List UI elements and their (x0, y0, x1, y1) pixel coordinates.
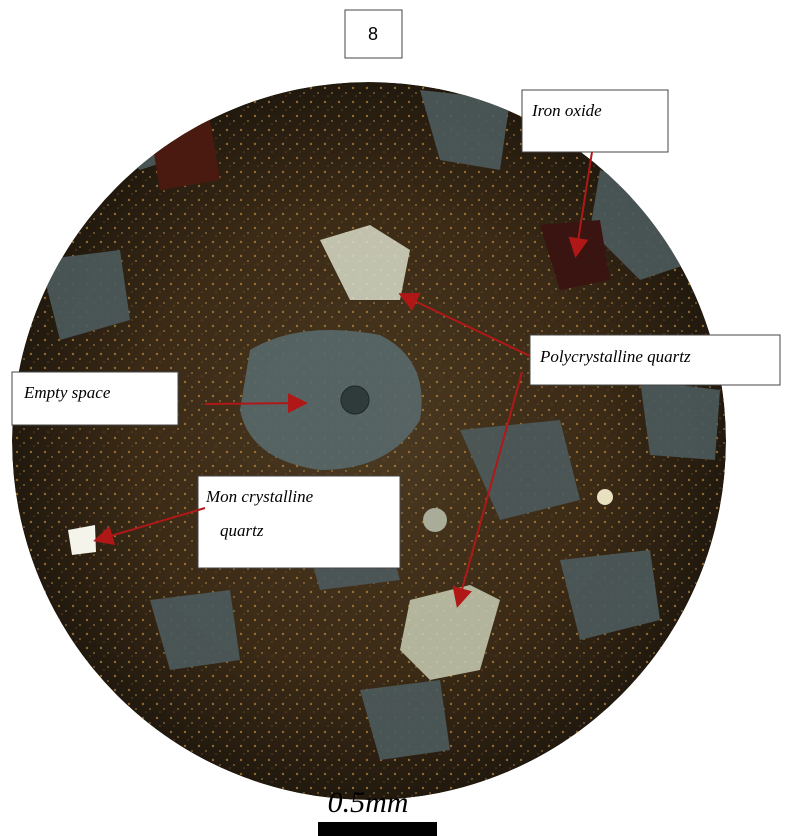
annotation: quartz (220, 521, 264, 540)
iron-oxide-patch (150, 120, 220, 190)
grain (423, 508, 447, 532)
arrow (205, 403, 304, 404)
annotation: Iron oxide (531, 101, 602, 120)
monocrystalline-grain (68, 525, 96, 555)
annotation: Mon crystalline (205, 487, 314, 506)
scale-label: 0.5mm (328, 786, 409, 819)
thin-section-image (0, 80, 740, 810)
micrograph-figure: 8 Iron oxide Polycrystalline quartz (0, 0, 787, 836)
scale-bar (318, 822, 437, 836)
bubble (341, 386, 369, 414)
annotation: Empty space (23, 383, 111, 402)
grain (597, 489, 613, 505)
annotation: Polycrystalline quartz (539, 347, 691, 366)
panel-label: 8 (368, 24, 378, 44)
label-box (522, 90, 668, 152)
